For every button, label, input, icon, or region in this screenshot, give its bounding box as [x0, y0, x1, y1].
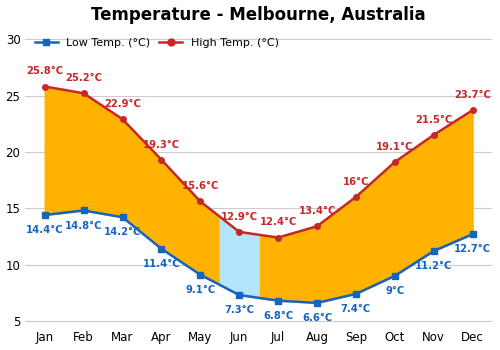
Text: 12.4°C: 12.4°C [260, 217, 297, 228]
Line: Low Temp. (°C): Low Temp. (°C) [42, 208, 476, 306]
Text: 7.4°C: 7.4°C [341, 304, 371, 314]
Text: 14.8°C: 14.8°C [65, 220, 102, 231]
High Temp. (°C) [392, 160, 398, 164]
Text: 16°C: 16°C [342, 177, 369, 187]
Text: 13.4°C: 13.4°C [298, 206, 336, 216]
High Temp. (°C) [314, 224, 320, 228]
Low Temp. (°C) [158, 247, 164, 251]
Low Temp. (°C) [42, 213, 48, 217]
High Temp. (°C) [275, 236, 281, 240]
High Temp. (°C) [198, 199, 203, 204]
Text: 6.8°C: 6.8°C [263, 311, 293, 321]
Text: 11.4°C: 11.4°C [142, 259, 180, 269]
Text: 22.9°C: 22.9°C [104, 99, 141, 109]
Text: 25.2°C: 25.2°C [65, 73, 102, 83]
High Temp. (°C) [80, 91, 86, 95]
High Temp. (°C) [353, 195, 359, 199]
Text: 11.2°C: 11.2°C [415, 261, 453, 271]
Text: 6.6°C: 6.6°C [302, 313, 332, 323]
Text: 23.7°C: 23.7°C [454, 90, 491, 100]
Text: 19.3°C: 19.3°C [143, 140, 180, 149]
Legend: Low Temp. (°C), High Temp. (°C): Low Temp. (°C), High Temp. (°C) [31, 34, 283, 52]
Text: 9°C: 9°C [385, 286, 404, 296]
Text: 9.1°C: 9.1°C [185, 285, 216, 295]
Low Temp. (°C) [120, 215, 126, 219]
High Temp. (°C) [236, 230, 242, 234]
Low Temp. (°C) [470, 232, 476, 236]
Text: 12.7°C: 12.7°C [454, 244, 491, 254]
High Temp. (°C) [42, 84, 48, 89]
Text: 14.4°C: 14.4°C [26, 225, 64, 235]
Text: 19.1°C: 19.1°C [376, 142, 414, 152]
Low Temp. (°C) [314, 301, 320, 305]
Text: 15.6°C: 15.6°C [182, 181, 219, 191]
Low Temp. (°C) [430, 249, 436, 253]
Text: 12.9°C: 12.9°C [220, 212, 258, 222]
High Temp. (°C) [120, 117, 126, 121]
Text: 25.8°C: 25.8°C [26, 66, 64, 76]
Low Temp. (°C) [353, 292, 359, 296]
Text: 21.5°C: 21.5°C [415, 115, 453, 125]
Low Temp. (°C) [275, 299, 281, 303]
Low Temp. (°C) [236, 293, 242, 297]
Title: Temperature - Melbourne, Australia: Temperature - Melbourne, Australia [92, 6, 426, 23]
Line: High Temp. (°C): High Temp. (°C) [42, 84, 476, 240]
Text: 14.2°C: 14.2°C [104, 228, 141, 237]
Low Temp. (°C) [198, 273, 203, 277]
High Temp. (°C) [430, 133, 436, 137]
High Temp. (°C) [470, 108, 476, 112]
High Temp. (°C) [158, 158, 164, 162]
Low Temp. (°C) [80, 208, 86, 212]
Text: 7.3°C: 7.3°C [224, 305, 254, 315]
Low Temp. (°C) [392, 274, 398, 278]
